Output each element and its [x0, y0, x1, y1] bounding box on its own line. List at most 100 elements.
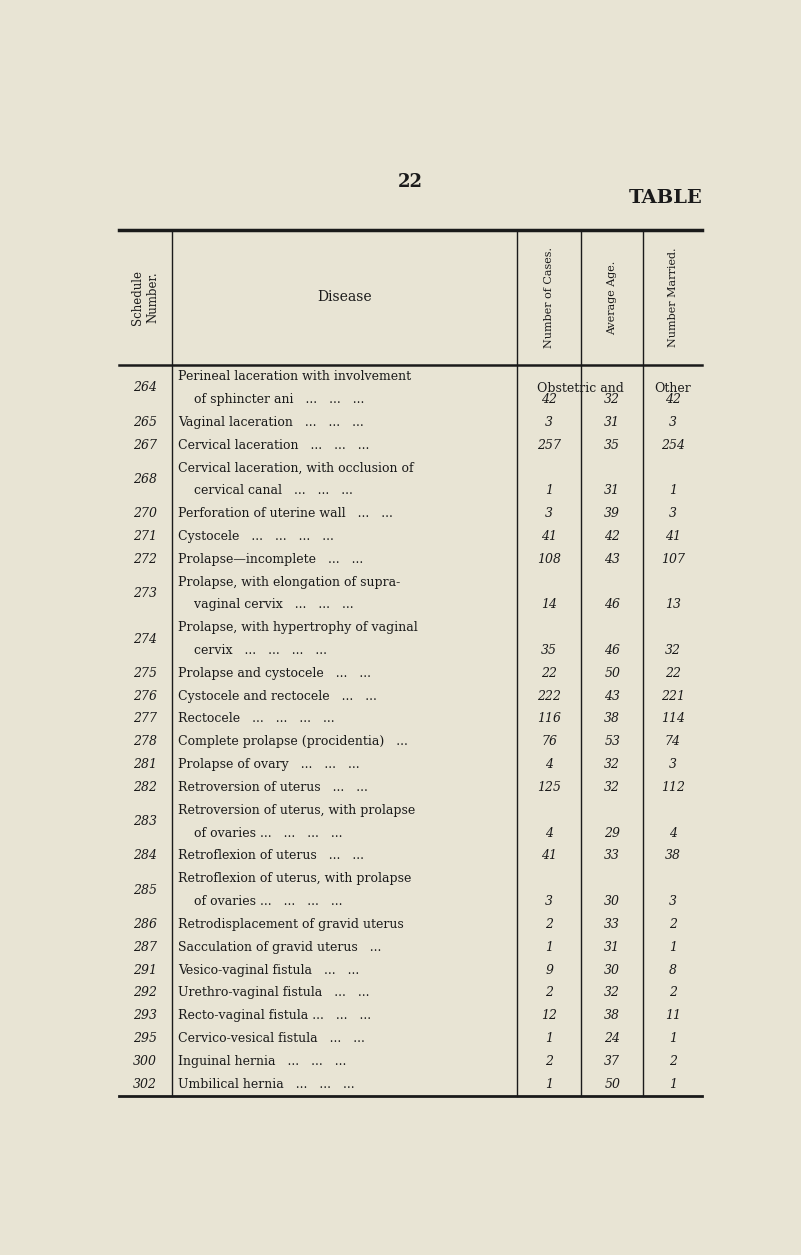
Text: Number Married.: Number Married.	[668, 247, 678, 348]
Text: 3: 3	[669, 758, 677, 771]
Text: 4: 4	[545, 827, 553, 840]
Text: Vesico-vaginal fistula   ...   ...: Vesico-vaginal fistula ... ...	[178, 964, 359, 976]
Text: 264: 264	[133, 382, 157, 394]
Text: 38: 38	[604, 713, 620, 725]
Text: 125: 125	[537, 781, 562, 794]
Text: of ovaries ...   ...   ...   ...: of ovaries ... ... ... ...	[178, 895, 342, 909]
Text: 9: 9	[545, 964, 553, 976]
Text: Retroflexion of uterus   ...   ...: Retroflexion of uterus ... ...	[178, 850, 364, 862]
Text: 22: 22	[541, 666, 557, 680]
Text: Schedule
Number.: Schedule Number.	[131, 270, 159, 325]
Text: 32: 32	[665, 644, 681, 658]
Text: 270: 270	[133, 507, 157, 520]
Text: 30: 30	[604, 895, 620, 909]
Text: of sphincter ani   ...   ...   ...: of sphincter ani ... ... ...	[178, 393, 364, 405]
Text: 32: 32	[604, 781, 620, 794]
Text: 29: 29	[604, 827, 620, 840]
Text: Retroversion of uterus   ...   ...: Retroversion of uterus ... ...	[178, 781, 368, 794]
Text: Retrodisplacement of gravid uterus: Retrodisplacement of gravid uterus	[178, 917, 404, 931]
Text: 41: 41	[541, 530, 557, 543]
Text: 116: 116	[537, 713, 562, 725]
Text: 1: 1	[545, 941, 553, 954]
Text: 114: 114	[661, 713, 685, 725]
Text: 43: 43	[604, 552, 620, 566]
Text: 2: 2	[669, 986, 677, 999]
Text: cervical canal   ...   ...   ...: cervical canal ... ... ...	[178, 484, 352, 497]
Text: 8: 8	[669, 964, 677, 976]
Text: 108: 108	[537, 552, 562, 566]
Text: 3: 3	[669, 895, 677, 909]
Text: Urethro-vaginal fistula   ...   ...: Urethro-vaginal fistula ... ...	[178, 986, 369, 999]
Text: 300: 300	[133, 1055, 157, 1068]
Text: 39: 39	[604, 507, 620, 520]
Text: 283: 283	[133, 816, 157, 828]
Text: Inguinal hernia   ...   ...   ...: Inguinal hernia ... ... ...	[178, 1055, 346, 1068]
Text: Prolapse of ovary   ...   ...   ...: Prolapse of ovary ... ... ...	[178, 758, 360, 771]
Text: 112: 112	[661, 781, 685, 794]
Text: Prolapse—incomplete   ...   ...: Prolapse—incomplete ... ...	[178, 552, 363, 566]
Text: 43: 43	[604, 690, 620, 703]
Text: 76: 76	[541, 735, 557, 748]
Text: 11: 11	[665, 1009, 681, 1023]
Text: 302: 302	[133, 1078, 157, 1091]
Text: 3: 3	[545, 895, 553, 909]
Text: 22: 22	[398, 173, 423, 191]
Text: 282: 282	[133, 781, 157, 794]
Text: 31: 31	[604, 415, 620, 429]
Text: cervix   ...   ...   ...   ...: cervix ... ... ... ...	[178, 644, 327, 658]
Text: TABLE: TABLE	[629, 190, 702, 207]
Text: Cystocele   ...   ...   ...   ...: Cystocele ... ... ... ...	[178, 530, 333, 543]
Text: 38: 38	[604, 1009, 620, 1023]
Text: 24: 24	[604, 1032, 620, 1045]
Text: 293: 293	[133, 1009, 157, 1023]
Text: of ovaries ...   ...   ...   ...: of ovaries ... ... ... ...	[178, 827, 342, 840]
Text: Cervical laceration, with occlusion of: Cervical laceration, with occlusion of	[178, 462, 413, 474]
Text: 222: 222	[537, 690, 562, 703]
Text: 277: 277	[133, 713, 157, 725]
Text: 275: 275	[133, 666, 157, 680]
Text: Rectocele   ...   ...   ...   ...: Rectocele ... ... ... ...	[178, 713, 334, 725]
Text: 221: 221	[661, 690, 685, 703]
Text: 30: 30	[604, 964, 620, 976]
Text: Prolapse, with hypertrophy of vaginal: Prolapse, with hypertrophy of vaginal	[178, 621, 417, 634]
Text: 14: 14	[541, 599, 557, 611]
Text: 50: 50	[604, 1078, 620, 1091]
Text: 50: 50	[604, 666, 620, 680]
Text: Recto-vaginal fistula ...   ...   ...: Recto-vaginal fistula ... ... ...	[178, 1009, 371, 1023]
Text: 2: 2	[669, 917, 677, 931]
Text: 1: 1	[669, 1032, 677, 1045]
Text: 291: 291	[133, 964, 157, 976]
Text: Sacculation of gravid uterus   ...: Sacculation of gravid uterus ...	[178, 941, 381, 954]
Text: 273: 273	[133, 587, 157, 600]
Text: 32: 32	[604, 758, 620, 771]
Text: Umbilical hernia   ...   ...   ...: Umbilical hernia ... ... ...	[178, 1078, 354, 1091]
Text: Prolapse, with elongation of supra-: Prolapse, with elongation of supra-	[178, 576, 400, 589]
Text: Cystocele and rectocele   ...   ...: Cystocele and rectocele ... ...	[178, 690, 376, 703]
Text: 42: 42	[541, 393, 557, 405]
Text: vaginal cervix   ...   ...   ...: vaginal cervix ... ... ...	[178, 599, 353, 611]
Text: 3: 3	[545, 507, 553, 520]
Text: 3: 3	[669, 507, 677, 520]
Text: 53: 53	[604, 735, 620, 748]
Text: 257: 257	[537, 438, 562, 452]
Text: 285: 285	[133, 884, 157, 897]
Text: 1: 1	[545, 484, 553, 497]
Text: 37: 37	[604, 1055, 620, 1068]
Text: 35: 35	[604, 438, 620, 452]
Text: Complete prolapse (procidentia)   ...: Complete prolapse (procidentia) ...	[178, 735, 408, 748]
Text: 3: 3	[669, 415, 677, 429]
Text: 1: 1	[669, 1078, 677, 1091]
Text: 4: 4	[669, 827, 677, 840]
Text: 295: 295	[133, 1032, 157, 1045]
Text: 286: 286	[133, 917, 157, 931]
Text: 272: 272	[133, 552, 157, 566]
Text: 12: 12	[541, 1009, 557, 1023]
Text: 46: 46	[604, 644, 620, 658]
Text: 271: 271	[133, 530, 157, 543]
Text: 276: 276	[133, 690, 157, 703]
Text: 1: 1	[669, 941, 677, 954]
Text: 267: 267	[133, 438, 157, 452]
Text: Retroversion of uterus, with prolapse: Retroversion of uterus, with prolapse	[178, 803, 415, 817]
Text: 35: 35	[541, 644, 557, 658]
Text: 74: 74	[665, 735, 681, 748]
